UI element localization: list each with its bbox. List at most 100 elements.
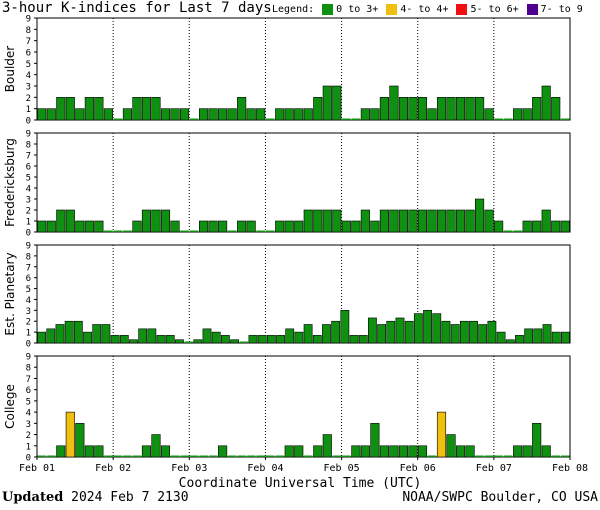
k-index-bar	[541, 445, 551, 458]
k-index-bar	[237, 220, 247, 233]
k-index-bar	[413, 313, 423, 344]
k-index-bar	[75, 108, 85, 121]
k-index-bar	[160, 209, 171, 233]
k-index-bar	[227, 455, 237, 457]
k-index-bar	[522, 220, 532, 233]
k-index-bar	[560, 220, 570, 233]
k-index-bar	[494, 220, 504, 233]
k-index-bar	[427, 209, 437, 233]
k-index-bar	[92, 324, 102, 344]
y-tick-label: 8	[26, 364, 31, 374]
k-index-bar	[84, 445, 94, 458]
k-index-bar	[265, 230, 275, 232]
k-index-bar	[37, 455, 47, 457]
k-index-bar	[408, 445, 418, 458]
k-index-bar	[398, 209, 408, 233]
y-tick-label: 9	[26, 353, 31, 363]
y-tick-label: 5	[26, 285, 31, 295]
k-index-bar	[83, 331, 92, 344]
k-index-bar	[84, 97, 94, 121]
k-index-bar	[151, 434, 161, 458]
k-index-bar	[533, 328, 543, 344]
k-index-bar	[294, 220, 304, 233]
k-index-bar	[379, 97, 389, 121]
k-index-bar	[561, 331, 570, 344]
k-index-bar	[465, 209, 475, 233]
k-index-bar	[478, 324, 488, 344]
y-tick-label: 1	[26, 218, 31, 228]
x-axis-label: Coordinate Universal Time (UTC)	[178, 476, 422, 491]
y-tick-label: 0	[26, 454, 31, 464]
k-index-bar	[237, 455, 246, 457]
legend-swatch-green	[322, 4, 334, 15]
panel-label: Fredericksburg	[3, 138, 17, 227]
x-tick-label: Feb 04	[247, 463, 283, 474]
legend-item-label: 0 to 3+	[336, 4, 379, 15]
k-index-bar	[208, 220, 218, 233]
k-index-bar	[141, 97, 152, 121]
k-index-bar	[104, 455, 113, 457]
k-index-bar	[46, 328, 56, 344]
k-index-bar	[147, 328, 157, 344]
y-tick-label: 0	[26, 117, 31, 127]
k-index-bar	[312, 335, 322, 344]
k-index-bar	[484, 455, 494, 457]
k-index-bar	[351, 220, 361, 233]
k-index-bar	[46, 108, 56, 121]
k-index-bar	[65, 97, 75, 121]
y-tick-label: 7	[26, 375, 31, 385]
k-index-bar	[284, 445, 294, 458]
k-index-bar	[417, 97, 428, 121]
k-index-bar	[276, 335, 285, 344]
k-index-bar	[151, 97, 161, 121]
k-index-bar	[496, 331, 506, 344]
k-index-bar	[513, 445, 523, 458]
k-index-bar	[65, 209, 75, 233]
x-tick-label: Feb 05	[324, 463, 360, 474]
k-index-bar	[113, 455, 123, 457]
k-index-bar	[322, 434, 332, 458]
k-index-bar	[123, 230, 132, 232]
x-tick-label: Feb 08	[552, 463, 588, 474]
k-index-bar	[246, 455, 256, 457]
k-index-bar	[179, 108, 190, 121]
k-index-bar	[160, 108, 171, 121]
k-index-bar	[101, 324, 111, 344]
k-index-bar	[56, 209, 66, 233]
k-index-bar	[266, 335, 276, 344]
k-index-bar	[294, 331, 304, 344]
k-index-bar	[469, 320, 478, 344]
k-index-bar	[248, 335, 258, 344]
k-index-bar	[257, 335, 267, 344]
y-tick-label: 5	[26, 174, 31, 184]
y-tick-label: 7	[26, 263, 31, 273]
k-index-bar	[446, 97, 456, 121]
k-index-bar	[110, 335, 120, 344]
y-tick-label: 1	[26, 329, 31, 339]
k-index-bar	[170, 455, 180, 457]
k-index-bar	[227, 108, 237, 121]
k-index-bar	[132, 97, 142, 121]
k-index-bar	[175, 339, 184, 344]
k-index-bar	[64, 320, 74, 344]
k-index-bar	[487, 320, 497, 344]
k-index-bar	[542, 324, 552, 344]
y-tick-label: 3	[26, 307, 31, 317]
k-index-bar	[404, 320, 414, 344]
k-index-bar	[180, 230, 189, 232]
k-index-bar	[322, 324, 331, 344]
k-index-bar	[417, 445, 428, 458]
k-index-chart: 0123456789Boulder0123456789Fredericksbur…	[3, 15, 588, 475]
k-index-bar	[141, 445, 152, 458]
legend: Legend: 0 to 3+ 4- to 4+ 5- to 6+ 7- to …	[272, 4, 585, 15]
k-index-bar	[351, 118, 361, 120]
k-index-bar	[465, 97, 475, 121]
k-index-bar	[379, 445, 389, 458]
k-index-bar	[313, 445, 323, 458]
y-tick-label: 7	[26, 152, 31, 162]
k-index-bar	[351, 445, 361, 458]
k-index-bar	[332, 85, 342, 121]
k-index-bar	[427, 108, 437, 121]
y-tick-label: 4	[26, 71, 31, 81]
k-index-bar	[46, 220, 56, 233]
